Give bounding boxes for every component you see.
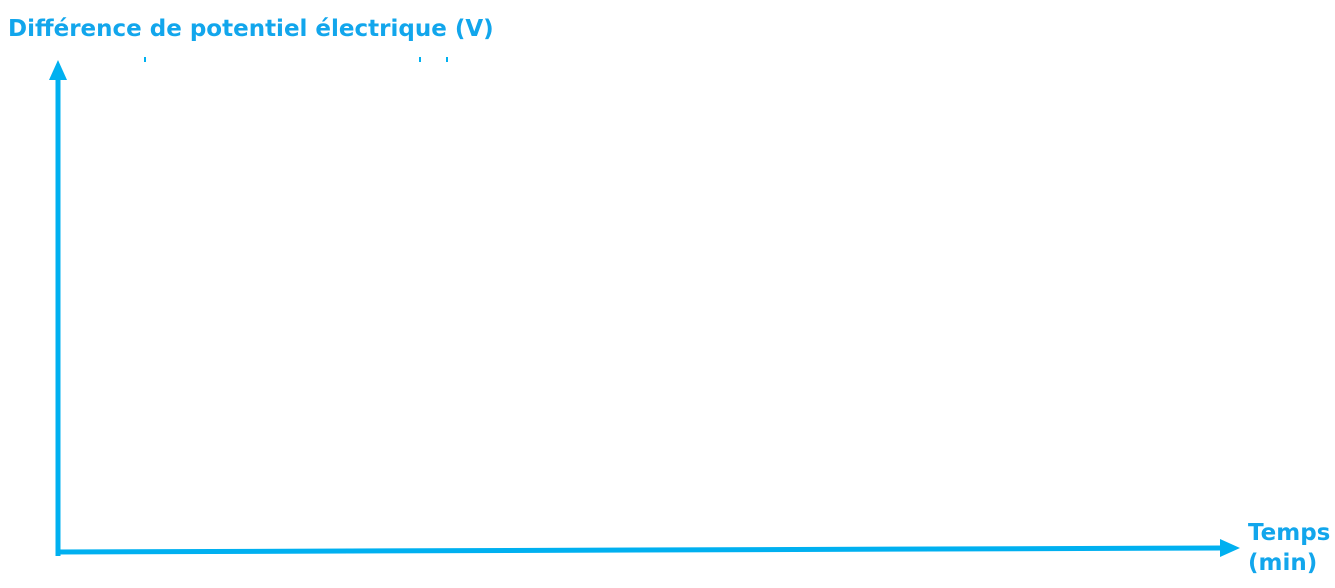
y-arrow — [49, 60, 67, 80]
x-axis-label: Temps (min) — [1248, 520, 1331, 576]
x-arrow — [1220, 539, 1240, 557]
x-axis — [55, 545, 1223, 555]
y-axis-label: Différence de potentiel électrique (V) — [8, 16, 494, 42]
